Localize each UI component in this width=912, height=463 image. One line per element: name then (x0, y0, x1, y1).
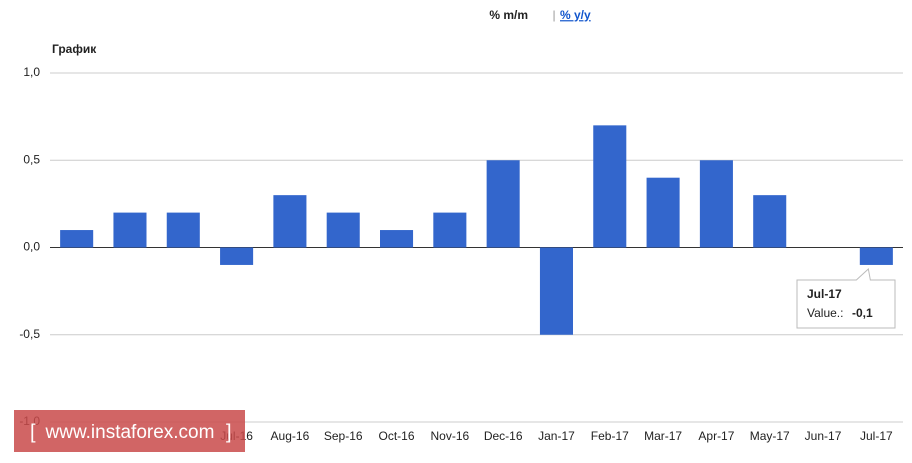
tooltip-label: Value.: (807, 306, 843, 320)
bar (753, 195, 787, 248)
x-tick-label: Jan-17 (538, 429, 575, 443)
bar (326, 212, 360, 248)
bar (699, 160, 733, 248)
chart-title: График (52, 42, 97, 56)
tooltip-value: -0,1 (852, 306, 873, 320)
bar (273, 195, 307, 248)
x-tick-label: Sep-16 (324, 429, 363, 443)
x-tick-label: Apr-17 (698, 429, 734, 443)
bar (539, 247, 573, 335)
y-tick-label: -0,5 (19, 327, 40, 341)
x-tick-label: May-17 (750, 429, 790, 443)
bar (433, 212, 467, 248)
x-tick-label: Jun-17 (805, 429, 842, 443)
watermark-bracket: [ (30, 421, 36, 443)
watermark-text: www.instaforex.com (45, 422, 215, 443)
x-tick-label: Nov-16 (431, 429, 470, 443)
watermark-bracket: ] (226, 421, 232, 443)
bar (60, 230, 94, 248)
x-tick-label: Dec-16 (484, 429, 523, 443)
bar (486, 160, 520, 248)
tab-yy[interactable]: % y/y (560, 8, 591, 22)
x-tick-label: Oct-16 (379, 429, 415, 443)
tooltip-category: Jul-17 (807, 287, 842, 301)
bar (220, 247, 254, 265)
watermark: [] www.instaforex.com (14, 410, 245, 452)
y-tick-label: 0,5 (23, 152, 40, 166)
separator: | (552, 8, 555, 22)
x-tick-label: Aug-16 (271, 429, 310, 443)
x-tick-label: Mar-17 (644, 429, 682, 443)
watermark-box (14, 410, 245, 452)
bar (593, 125, 627, 248)
tooltip-box (796, 267, 896, 329)
bar (113, 212, 147, 248)
x-tick-label: Jul-17 (860, 429, 893, 443)
bar (166, 212, 200, 248)
bar (646, 177, 680, 248)
y-tick-label: 1,0 (23, 65, 40, 79)
x-tick-label: Feb-17 (591, 429, 629, 443)
bar (859, 247, 893, 265)
y-tick-label: 0,0 (23, 240, 40, 254)
tab-mm[interactable]: % m/m (489, 8, 528, 22)
bar (380, 230, 414, 248)
